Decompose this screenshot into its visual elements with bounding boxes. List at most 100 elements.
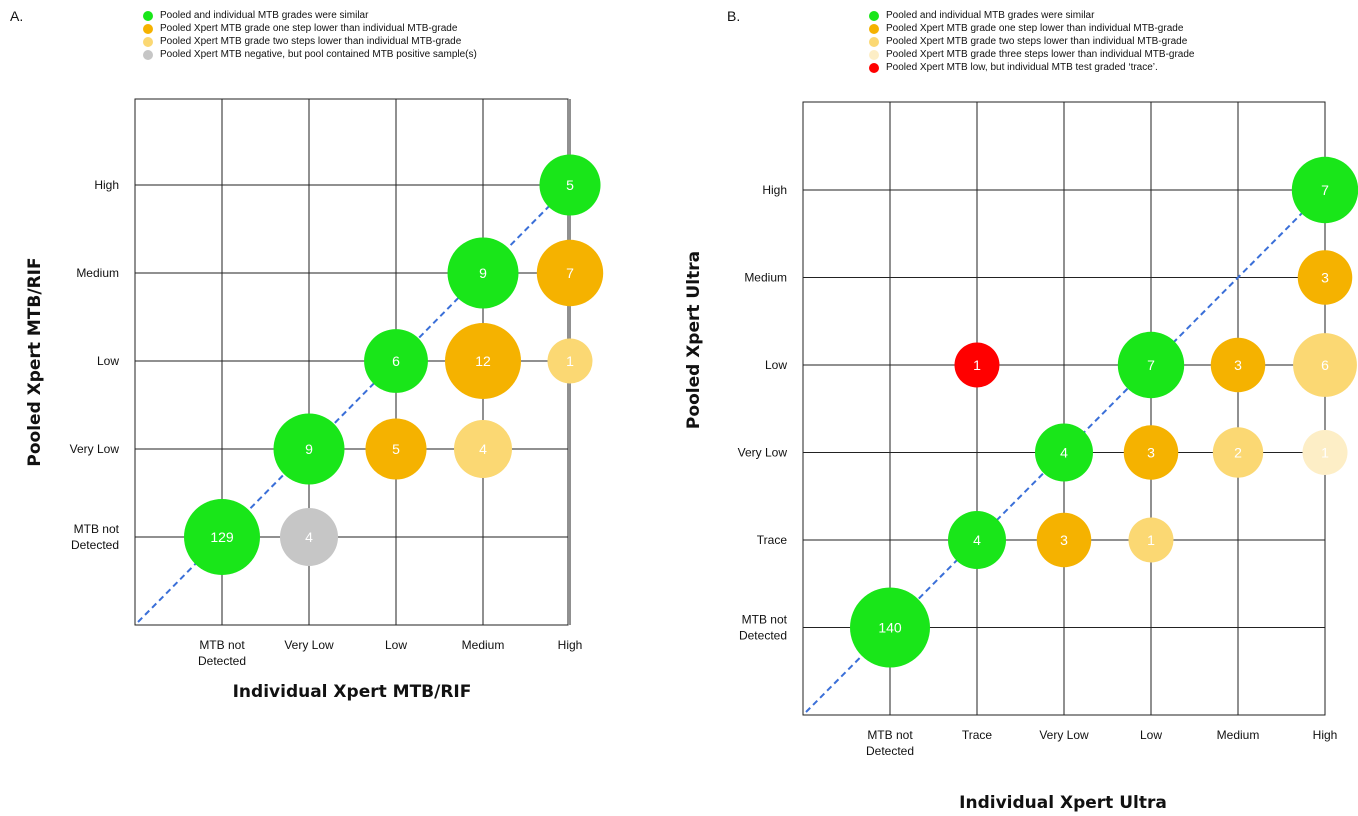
x-axis-title: Individual Xpert Ultra: [959, 793, 1167, 813]
bubble-low-very-low: [365, 418, 427, 480]
bubble-very-low-mtb-not-detected: [280, 508, 338, 566]
x-tick-label: Medium: [1217, 728, 1260, 742]
bubble-low-low: [1117, 331, 1185, 399]
bubble-count-label: 3: [1147, 445, 1155, 461]
legend-label: Pooled and individual MTB grades were si…: [160, 10, 369, 21]
bubble-medium-low: [445, 323, 521, 399]
bubble-mtb-not-detected-mtb-not-detected: [184, 499, 260, 575]
legend-item: Pooled and individual MTB grades were si…: [143, 9, 477, 22]
x-tick-label: Very Low: [284, 638, 334, 652]
panel-a-label: A.: [10, 8, 24, 24]
bubble-count-label: 129: [210, 529, 234, 545]
legend-label: Pooled Xpert MTB negative, but pool cont…: [160, 49, 477, 60]
bubble-high-medium: [536, 239, 604, 307]
bubble-count-label: 7: [1147, 357, 1155, 373]
bubble-count-label: 7: [1321, 182, 1329, 198]
bubble-count-label: 1: [1321, 445, 1329, 461]
legend-label: Pooled Xpert MTB grade two steps lower t…: [160, 36, 462, 47]
bubble-count-label: 4: [973, 532, 981, 548]
y-tick-label: Medium: [76, 266, 119, 280]
legend-item: Pooled Xpert MTB negative, but pool cont…: [143, 48, 477, 61]
bubble-medium-medium: [447, 237, 519, 309]
x-tick-label: Very Low: [1039, 728, 1089, 742]
x-tick-label: MTB not Detected: [198, 638, 246, 668]
legend-label: Pooled and individual MTB grades were si…: [886, 10, 1095, 21]
bubble-very-low-very-low: [273, 413, 345, 485]
y-tick-label: MTB not Detected: [71, 522, 120, 552]
bubble-count-label: 6: [392, 353, 400, 369]
bubble-trace-low: [954, 342, 1000, 388]
bubble-high-high: [539, 154, 601, 216]
bubble-count-label: 6: [1321, 357, 1329, 373]
panel-b-label: B.: [727, 8, 741, 24]
bubble-medium-very-low: [454, 420, 512, 478]
panel-a-legend: Pooled and individual MTB grades were si…: [143, 9, 477, 61]
y-tick-label: High: [762, 183, 787, 197]
bubble-trace-trace: [948, 511, 1006, 569]
x-tick-label: High: [1313, 728, 1338, 742]
x-tick-label: Low: [1140, 728, 1162, 742]
y-tick-label: Trace: [757, 533, 788, 547]
y-tick-label: Low: [765, 358, 787, 372]
bubble-high-very-low: [1302, 430, 1348, 475]
bubble-high-low: [547, 338, 593, 384]
bubble-count-label: 4: [1060, 445, 1068, 461]
bubble-count-label: 5: [566, 177, 574, 193]
y-tick-label: High: [94, 178, 119, 192]
bubble-medium-very-low: [1212, 427, 1264, 478]
legend-swatch: [869, 10, 879, 21]
y-tick-label: Medium: [744, 271, 787, 285]
panel-a-chart: MTB not Detected Very Low Low Medium High MTB …: [25, 98, 604, 702]
panel-a: A. Pooled and individual MTB grades were…: [10, 8, 604, 702]
legend-swatch: [143, 36, 153, 47]
bubble-count-label: 2: [1234, 445, 1242, 461]
x-tick-label: Trace: [962, 728, 993, 742]
x-tick-label: MTB not Detected: [866, 728, 914, 758]
y-tick-label: Very Low: [738, 446, 788, 460]
x-tick-label: High: [558, 638, 583, 652]
bubble-count-label: 4: [305, 529, 313, 545]
legend-label: Pooled Xpert MTB low, but individual MTB…: [886, 62, 1158, 73]
bubble-high-high: [1291, 156, 1358, 224]
x-tick-label: Low: [385, 638, 407, 652]
bubble-count-label: 12: [475, 353, 491, 369]
bubble-mtb-not-detected-mtb-not-detected: [850, 587, 930, 668]
legend-item: Pooled Xpert MTB grade one step lower th…: [869, 22, 1195, 35]
y-tick-label: Very Low: [70, 442, 120, 456]
legend-swatch: [143, 10, 153, 21]
bubble-count-label: 140: [878, 620, 902, 636]
y-axis-title: Pooled Xpert Ultra: [684, 251, 704, 429]
legend-label: Pooled Xpert MTB grade two steps lower t…: [886, 36, 1188, 47]
legend-swatch: [143, 49, 153, 60]
panel-b-legend: Pooled and individual MTB grades were si…: [869, 9, 1195, 74]
panel-b-chart: MTB not Detected Trace Very Low Low Medium Hig…: [684, 101, 1358, 813]
bubble-very-low-trace: [1036, 512, 1092, 568]
bubble-count-label: 4: [479, 441, 487, 457]
y-tick-label: MTB not Detected: [739, 613, 788, 643]
legend-swatch: [143, 23, 153, 34]
legend-item: Pooled Xpert MTB grade three steps lower…: [869, 48, 1195, 61]
bubble-count-label: 9: [479, 265, 487, 281]
legend-item: Pooled Xpert MTB grade two steps lower t…: [143, 35, 477, 48]
legend-swatch: [869, 49, 879, 60]
x-tick-label: Medium: [462, 638, 505, 652]
y-axis-title: Pooled Xpert MTB/RIF: [25, 257, 45, 466]
bubble-count-label: 1: [566, 353, 574, 369]
bubble-count-label: 3: [1321, 270, 1329, 286]
legend-swatch: [869, 36, 879, 47]
bubble-count-label: 3: [1060, 532, 1068, 548]
legend-item: Pooled Xpert MTB low, but individual MTB…: [869, 61, 1195, 74]
bubble-medium-low: [1210, 337, 1266, 393]
bubble-high-low: [1293, 333, 1357, 397]
legend-label: Pooled Xpert MTB grade one step lower th…: [160, 23, 458, 34]
legend-item: Pooled and individual MTB grades were si…: [869, 9, 1195, 22]
bubble-count-label: 3: [1234, 357, 1242, 373]
legend-swatch: [869, 62, 879, 73]
panel-b: B. Pooled and individual MTB grades were…: [679, 0, 1358, 816]
x-axis-title: Individual Xpert MTB/RIF: [233, 682, 472, 702]
legend-swatch: [869, 23, 879, 34]
bubble-low-very-low: [1123, 425, 1179, 480]
legend-item: Pooled Xpert MTB grade two steps lower t…: [869, 35, 1195, 48]
bubble-count-label: 7: [566, 265, 574, 281]
bubble-count-label: 1: [973, 357, 981, 373]
